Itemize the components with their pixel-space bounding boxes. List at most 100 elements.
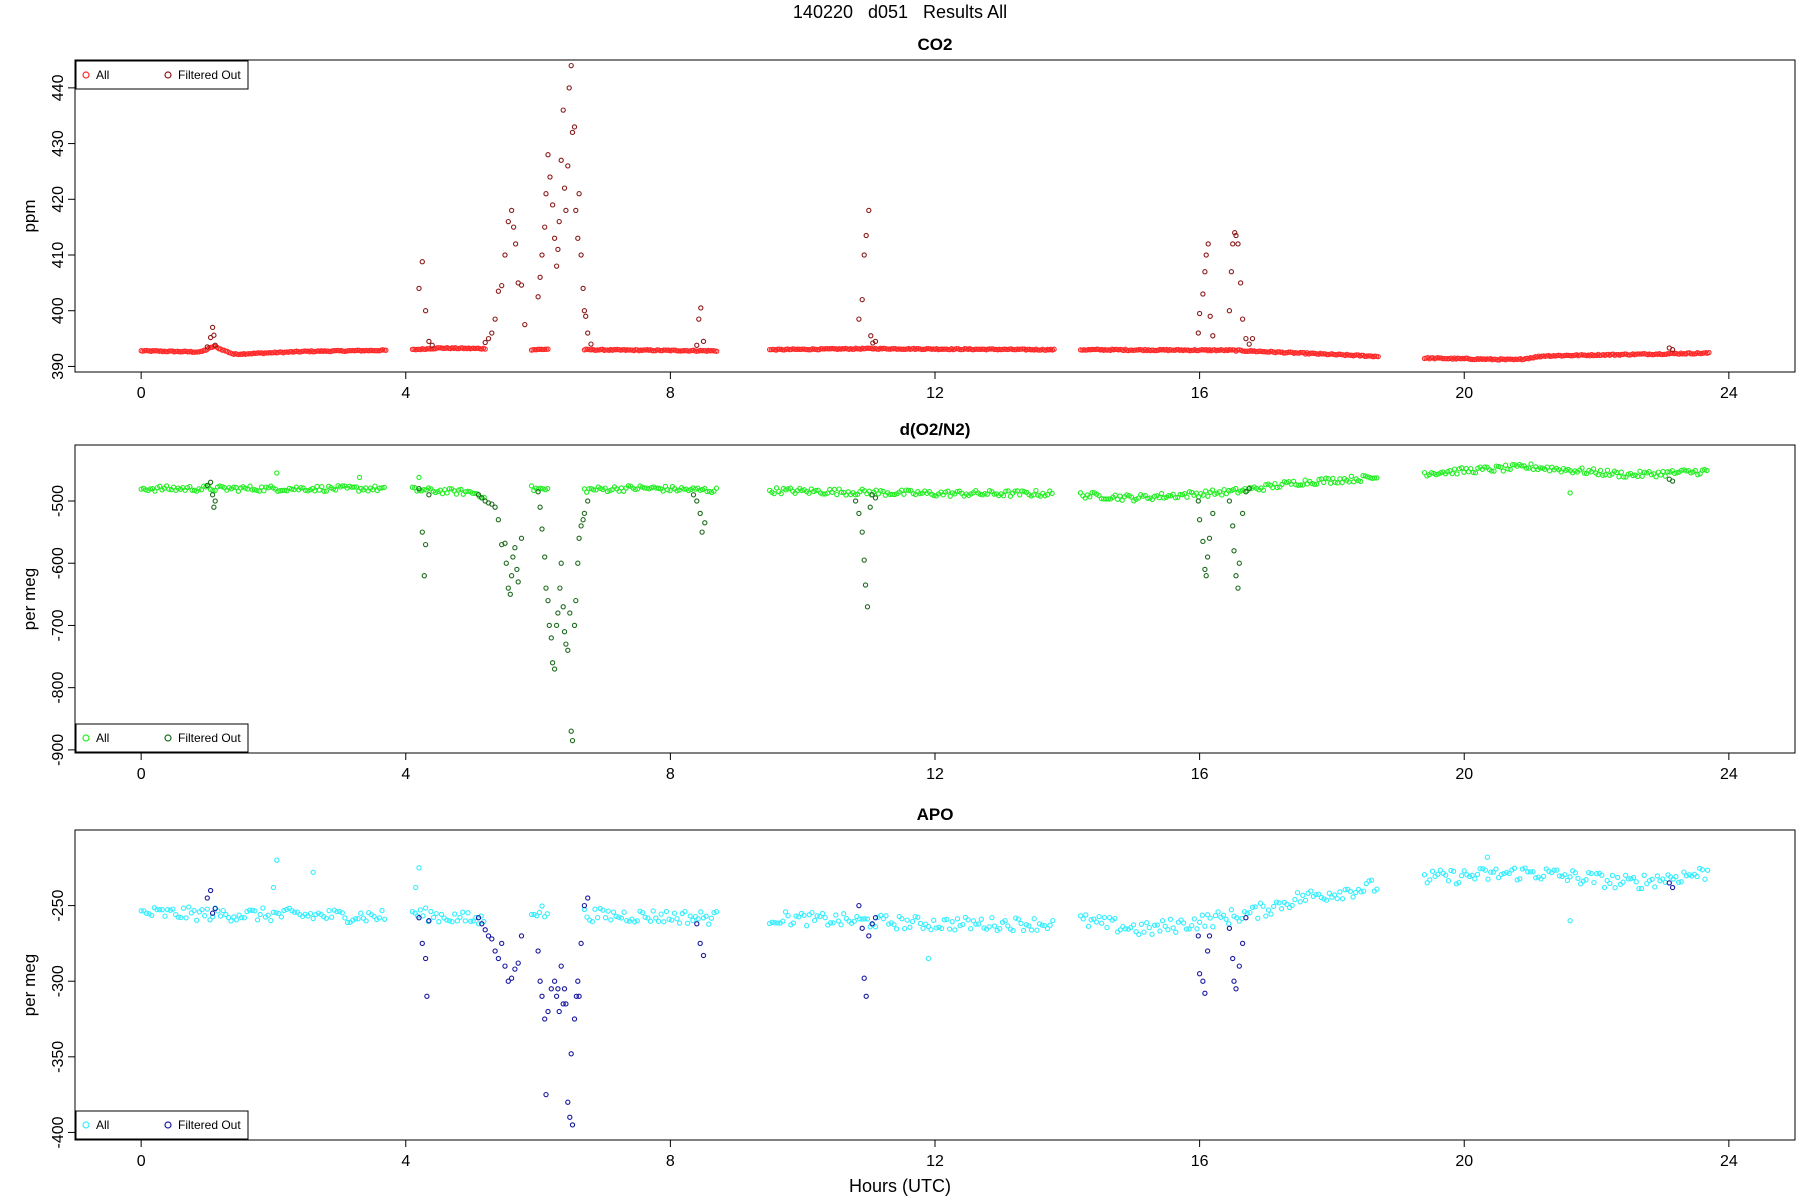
apo-filtered-point [568, 1051, 574, 1057]
apo-all-point [1034, 927, 1040, 933]
o2n2-all-point [1581, 470, 1587, 476]
o2n2-all-point [1482, 464, 1488, 470]
apo-y-tick-label: -400 [50, 1116, 67, 1148]
apo-all-point [1159, 918, 1166, 924]
apo-all-point [690, 917, 696, 924]
apo-all-point [1633, 879, 1639, 885]
apo-all-point [827, 920, 834, 926]
co2-filtered-point [583, 313, 589, 319]
apo-all-point [1530, 869, 1536, 875]
o2n2-all-point [704, 488, 710, 495]
o2n2-legend-all-symbol [82, 734, 90, 742]
o2n2-all-point [984, 491, 990, 497]
apo-all-point [684, 920, 691, 926]
apo-all-point [1615, 874, 1621, 881]
apo-all-point [976, 921, 982, 927]
o2n2-all-point [298, 485, 304, 491]
apo-all-point [273, 910, 279, 916]
o2n2-filtered-point [515, 579, 521, 585]
co2-filtered-point [429, 342, 435, 348]
co2-filtered-point [539, 252, 545, 258]
apo-all-point [1249, 904, 1256, 910]
co2-filtered-point [1669, 347, 1676, 353]
apo-filtered-point [563, 1001, 569, 1007]
o2n2-filtered-point [426, 492, 432, 498]
o2n2-filtered-point [576, 535, 582, 541]
apo-filtered-point [548, 986, 554, 992]
apo-all-point [183, 915, 189, 921]
apo-all-point [1265, 907, 1272, 913]
apo-all-point [1699, 867, 1706, 873]
apo-all-point [1612, 885, 1618, 891]
o2n2-all-point [1665, 469, 1671, 475]
co2-title: CO2 [918, 35, 953, 54]
co2-filtered-point [578, 252, 584, 258]
apo-all-point [584, 914, 590, 920]
apo-all-point [785, 913, 791, 919]
apo-all-point [178, 914, 184, 921]
apo-all-point [838, 922, 844, 928]
co2-all-point [1440, 355, 1446, 362]
apo-all-point [157, 907, 163, 913]
apo-all-point [1165, 927, 1171, 933]
apo-all-point [1366, 878, 1372, 884]
o2n2-filtered-point [699, 529, 705, 535]
apo-all-point [1276, 900, 1282, 906]
apo-all-point [409, 908, 416, 915]
apo-all-point [1104, 924, 1110, 931]
o2n2-filtered-point [1243, 489, 1249, 495]
co2-all-point [669, 347, 675, 353]
apo-all-point [1151, 922, 1158, 928]
co2-filtered-point [1235, 241, 1241, 247]
apo-filtered-point [515, 960, 521, 966]
co2-filtered-point [872, 338, 879, 345]
apo-all-point [1323, 897, 1330, 903]
apo-all-point [1339, 896, 1346, 902]
o2n2-all-point [1491, 468, 1497, 474]
apo-all-point [191, 907, 197, 914]
o2n2-all-point [891, 491, 898, 498]
apo-all-point [1146, 924, 1152, 931]
apo-all-point [973, 921, 979, 927]
co2-all-point [920, 346, 927, 352]
apo-all-point [1091, 916, 1097, 922]
o2n2-filtered-point [872, 495, 879, 501]
apo-all-point [674, 916, 680, 922]
apo-all-point [1047, 922, 1053, 928]
apo-all-point [1482, 867, 1489, 873]
apo-all-point [381, 916, 388, 922]
co2-filtered-point [542, 224, 548, 230]
apo-all-point [1599, 872, 1605, 878]
apo-all-point [1429, 868, 1436, 874]
o2n2-filtered-point [1246, 485, 1252, 492]
apo-all-point [1010, 927, 1016, 934]
apo-all-point [843, 916, 850, 922]
apo-all-point [899, 916, 905, 922]
o2n2-all-point [665, 487, 671, 493]
co2-all-point [780, 347, 786, 353]
apo-all-point [159, 907, 165, 913]
o2n2-all-point [1502, 462, 1509, 468]
o2n2-all-point [1704, 467, 1710, 474]
apo-all-point [1448, 867, 1454, 874]
o2n2-all-point [332, 487, 339, 493]
co2-filtered-point [485, 335, 492, 342]
apo-all-point [188, 910, 195, 916]
o2n2-all-point [1105, 496, 1111, 502]
o2n2-filtered-point [867, 504, 873, 510]
co2-filtered-point [1207, 313, 1213, 319]
o2n2-all-point [1662, 473, 1668, 479]
apo-all-point [1154, 922, 1160, 928]
o2n2-all-point [147, 486, 154, 492]
apo-all-point [1495, 874, 1502, 881]
co2-filtered-point [1237, 280, 1244, 286]
apo-all-point [637, 908, 643, 914]
apo-all-point [1638, 885, 1645, 892]
co2-filtered-point [868, 333, 874, 339]
apo-all-point [270, 909, 277, 915]
apo-all-point [1673, 873, 1679, 880]
apo-all-point [1435, 871, 1441, 877]
apo-all-point [438, 911, 445, 918]
co2-all-point [831, 346, 837, 352]
apo-all-point [1601, 884, 1608, 891]
